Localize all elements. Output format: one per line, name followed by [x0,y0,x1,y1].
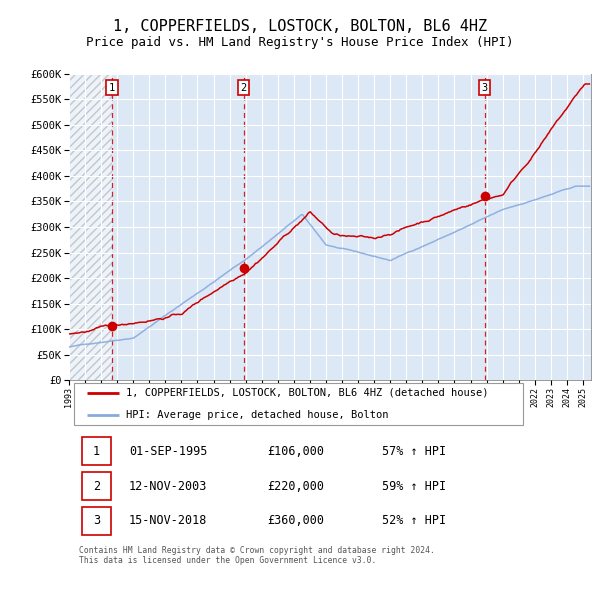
Text: Contains HM Land Registry data © Crown copyright and database right 2024.
This d: Contains HM Land Registry data © Crown c… [79,546,436,565]
Text: 52% ↑ HPI: 52% ↑ HPI [382,514,446,527]
Text: £220,000: £220,000 [268,480,325,493]
Text: 3: 3 [482,83,488,93]
Text: 57% ↑ HPI: 57% ↑ HPI [382,445,446,458]
Bar [69,74,112,381]
Text: 15-NOV-2018: 15-NOV-2018 [129,514,208,527]
FancyBboxPatch shape [74,383,523,425]
Text: 59% ↑ HPI: 59% ↑ HPI [382,480,446,493]
Text: 2: 2 [241,83,247,93]
Text: £360,000: £360,000 [268,514,325,527]
FancyBboxPatch shape [82,472,111,500]
FancyBboxPatch shape [82,507,111,535]
Text: £106,000: £106,000 [268,445,325,458]
Text: 12-NOV-2003: 12-NOV-2003 [129,480,208,493]
Text: HPI: Average price, detached house, Bolton: HPI: Average price, detached house, Bolt… [127,409,389,419]
Text: Price paid vs. HM Land Registry's House Price Index (HPI): Price paid vs. HM Land Registry's House … [86,36,514,49]
Text: 3: 3 [93,514,100,527]
FancyBboxPatch shape [82,437,111,465]
Text: 2: 2 [93,480,100,493]
Text: 01-SEP-1995: 01-SEP-1995 [129,445,208,458]
Text: 1, COPPERFIELDS, LOSTOCK, BOLTON, BL6 4HZ: 1, COPPERFIELDS, LOSTOCK, BOLTON, BL6 4H… [113,19,487,34]
Text: 1, COPPERFIELDS, LOSTOCK, BOLTON, BL6 4HZ (detached house): 1, COPPERFIELDS, LOSTOCK, BOLTON, BL6 4H… [127,388,489,398]
Text: 1: 1 [93,445,100,458]
Text: 1: 1 [109,83,115,93]
